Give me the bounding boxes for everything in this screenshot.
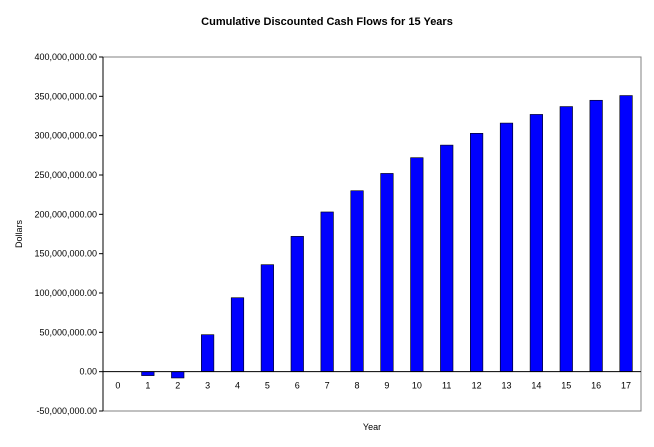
x-tick-label: 7: [325, 381, 330, 391]
x-tick-label: 15: [561, 381, 571, 391]
x-tick-label: 4: [235, 381, 240, 391]
bar-year-15: [559, 106, 573, 372]
y-axis-title: Dollars: [14, 220, 24, 249]
y-tick-label: 100,000,000.00: [34, 288, 97, 298]
x-tick-label: 0: [115, 381, 120, 391]
bar-year-4: [230, 297, 245, 372]
chart-title: Cumulative Discounted Cash Flows for 15 …: [201, 16, 453, 28]
bar-year-9: [380, 173, 394, 372]
x-tick-label: 14: [531, 381, 541, 391]
x-tick-label: 2: [175, 381, 180, 391]
bar-year-10: [410, 157, 424, 372]
bar-year-17: [619, 95, 633, 372]
x-tick-label: 9: [384, 381, 389, 391]
x-tick-label: 5: [265, 381, 270, 391]
y-axis: -50,000,000.00 0.00 50,000,000.00 100,000,0…: [34, 52, 104, 416]
x-tick-label: 6: [295, 381, 300, 391]
x-tick-label: 1: [145, 381, 150, 391]
y-tick-label: 150,000,000.00: [34, 249, 97, 259]
bar-year-1: [141, 371, 155, 376]
bar-year-5: [260, 264, 274, 372]
bar-year-7: [320, 211, 334, 372]
y-tick-label: 250,000,000.00: [34, 170, 97, 180]
bar-year-14: [529, 114, 543, 372]
bar-year-11: [440, 144, 454, 372]
y-tick-label: 350,000,000.00: [34, 91, 97, 101]
y-tick-label: 0.00: [79, 367, 97, 377]
y-tick-label: 300,000,000.00: [34, 131, 97, 141]
bars: [141, 95, 633, 379]
x-tick-label: 10: [412, 381, 422, 391]
x-tick-label: 16: [591, 381, 601, 391]
bar-year-2: [171, 371, 185, 379]
x-axis: 0 1 2 3 4 5 6 7 8 9 10 11 12 13 14 15 16 17: [103, 371, 641, 391]
bar-year-12: [470, 133, 484, 372]
x-tick-label: 17: [621, 381, 631, 391]
x-tick-label: 3: [205, 381, 210, 391]
x-tick-label: 8: [355, 381, 360, 391]
x-tick-label: 12: [472, 381, 482, 391]
bar-year-3: [201, 334, 215, 372]
y-tick-label: 50,000,000.00: [39, 327, 97, 337]
x-tick-label: 11: [442, 381, 451, 391]
x-axis-title: Year: [363, 422, 381, 432]
bar-year-6: [290, 236, 304, 372]
x-tick-label: 13: [501, 381, 511, 391]
bar-year-8: [350, 190, 364, 372]
bar-year-16: [589, 99, 603, 372]
bar-year-13: [499, 122, 514, 372]
y-tick-label: 200,000,000.00: [34, 209, 97, 219]
y-tick-label: 400,000,000.00: [34, 52, 97, 62]
y-tick-label: -50,000,000.00: [36, 406, 97, 416]
